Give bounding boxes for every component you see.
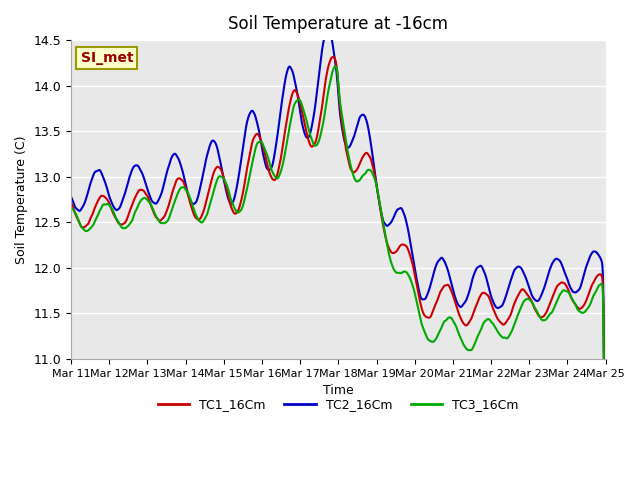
TC2_16Cm [435, 258, 442, 264]
Text: SI_met: SI_met [81, 51, 133, 65]
TC3_16Cm [122, 225, 129, 231]
Legend: TC1_16Cm, TC2_16Cm, TC3_16Cm: TC1_16Cm, TC2_16Cm, TC3_16Cm [153, 394, 524, 417]
Line: TC2_16Cm: TC2_16Cm [71, 30, 605, 480]
TC2_16Cm [122, 188, 129, 194]
TC1_16Cm [67, 200, 75, 206]
TC1_16Cm [284, 115, 291, 120]
TC2_16Cm [323, 27, 331, 33]
TC3_16Cm [303, 118, 310, 123]
TC3_16Cm [494, 329, 502, 335]
TC1_16Cm [122, 219, 129, 225]
TC2_16Cm [67, 194, 75, 200]
TC2_16Cm [284, 68, 291, 74]
TC2_16Cm [303, 134, 310, 140]
TC3_16Cm [484, 316, 492, 322]
Y-axis label: Soil Temperature (C): Soil Temperature (C) [15, 135, 28, 264]
Line: TC3_16Cm: TC3_16Cm [71, 66, 605, 480]
TC1_16Cm [484, 293, 492, 299]
TC3_16Cm [67, 205, 75, 211]
TC3_16Cm [284, 138, 291, 144]
TC1_16Cm [494, 317, 502, 323]
TC1_16Cm [303, 130, 310, 136]
TC3_16Cm [435, 330, 442, 336]
TC1_16Cm [435, 293, 442, 299]
Title: Soil Temperature at -16cm: Soil Temperature at -16cm [228, 15, 449, 33]
TC2_16Cm [484, 283, 492, 289]
TC1_16Cm [329, 54, 337, 60]
X-axis label: Time: Time [323, 384, 354, 397]
TC2_16Cm [494, 305, 502, 311]
TC3_16Cm [332, 63, 339, 69]
Line: TC1_16Cm: TC1_16Cm [71, 57, 605, 480]
